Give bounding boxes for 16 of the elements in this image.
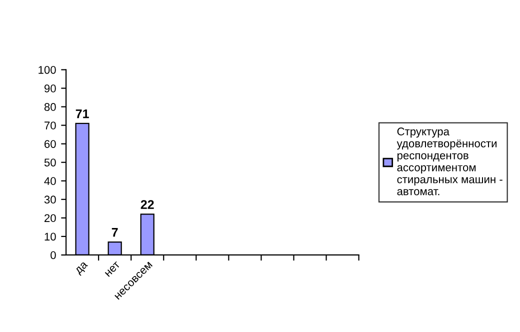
y-tick-label: 30 xyxy=(44,196,56,204)
y-tick-label: 20 xyxy=(44,214,56,222)
data-label: 7 xyxy=(112,228,118,237)
legend-label: Структура удовлетворённости респондентов ассортиментом стиральных машин - автомат. xyxy=(396,128,502,196)
data-label: 22 xyxy=(140,200,154,209)
y-tick-label: 80 xyxy=(44,103,56,111)
y-tick-label: 40 xyxy=(44,177,56,186)
data-label: 71 xyxy=(76,109,89,118)
y-tick-label: 100 xyxy=(38,66,56,74)
y-tick-label: 10 xyxy=(44,232,56,241)
y-tick-label: 50 xyxy=(44,158,56,166)
y-tick-label: 60 xyxy=(44,140,56,148)
y-tick-label: 0 xyxy=(50,251,56,260)
y-tick-label: 90 xyxy=(44,84,56,92)
x-tick-label: да xyxy=(74,261,90,276)
y-tick-label: 70 xyxy=(44,122,56,130)
